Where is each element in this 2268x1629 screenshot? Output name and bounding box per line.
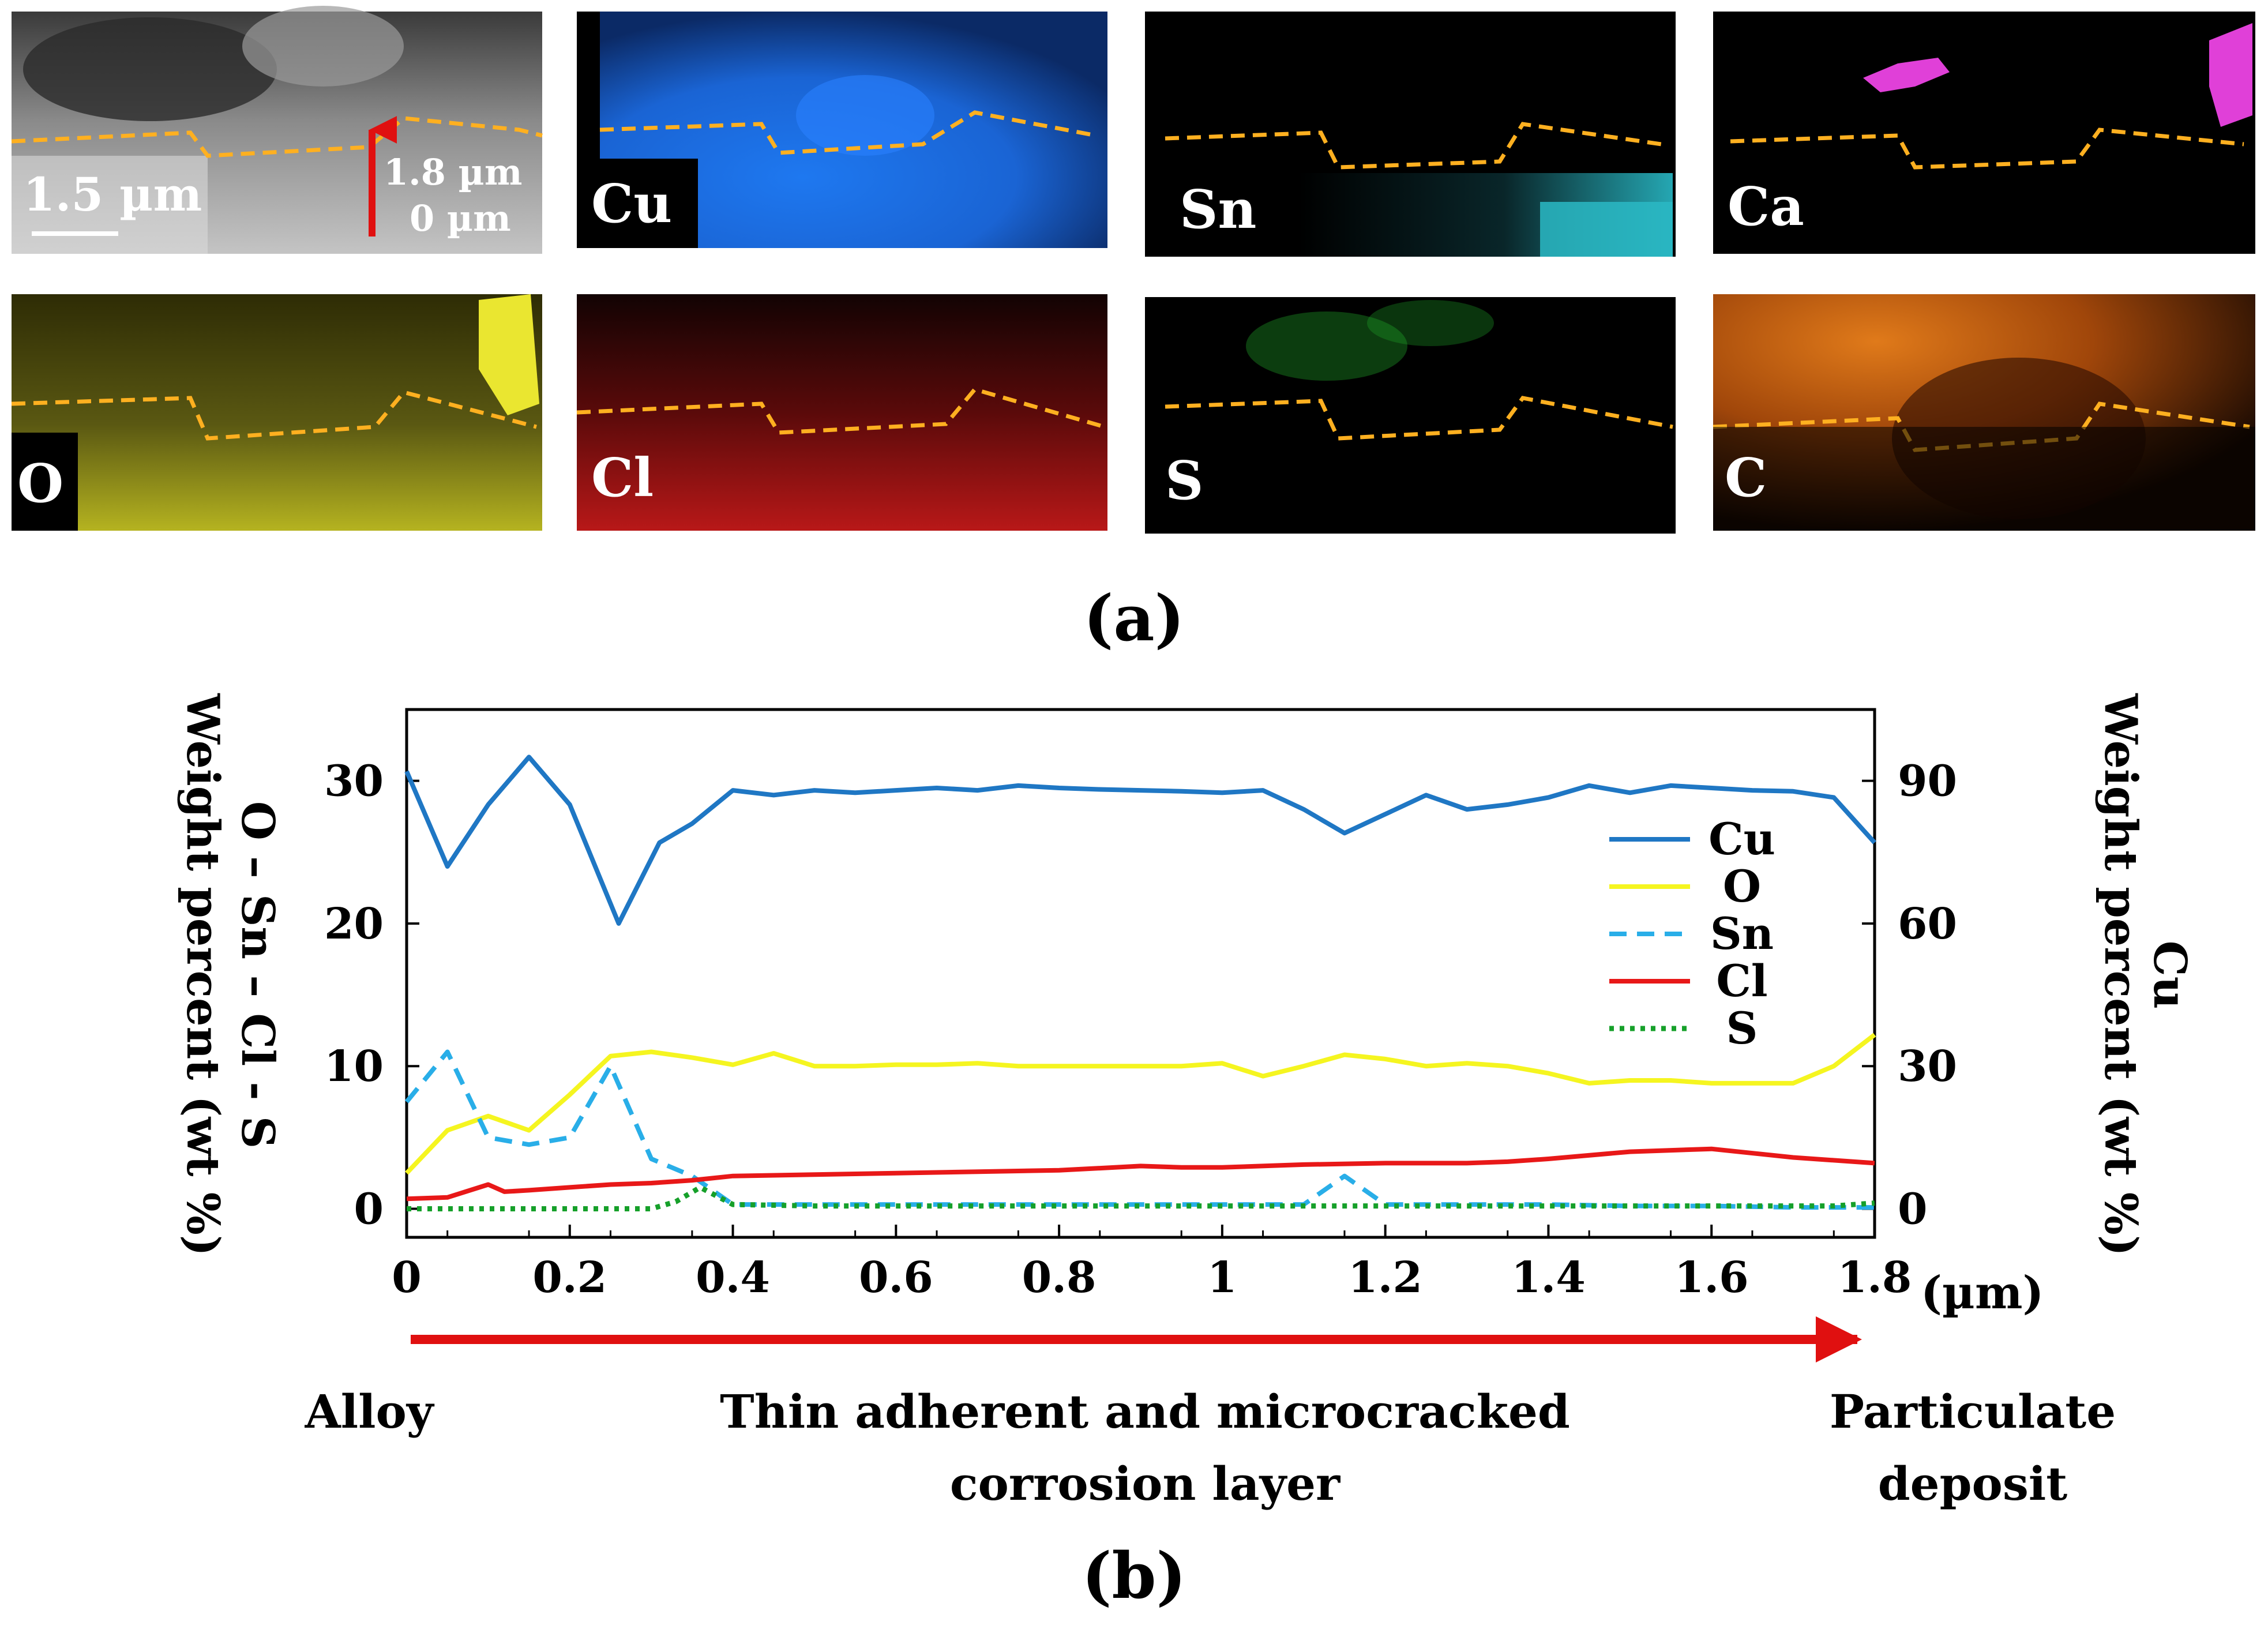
x-tick-label: 0.4 — [696, 1253, 770, 1303]
element-label-c: C — [1725, 446, 1767, 509]
element-label-cu: Cu — [591, 172, 672, 235]
interface-line — [1730, 127, 2244, 170]
element-label-ca: Ca — [1728, 175, 1804, 238]
series-line-o — [405, 1033, 1876, 1175]
interface-line — [1713, 401, 2250, 452]
y-axis-right-label-line1: Cu — [2143, 941, 2196, 1009]
interface-line — [1165, 122, 1662, 170]
element-label-o: O — [17, 452, 63, 515]
corrosion-layer-label-line1: Thin adherent and microcracked — [720, 1384, 1570, 1439]
legend-label-o: O — [1723, 861, 1761, 912]
cl-map-tile: Cl — [576, 294, 1107, 531]
y-axis-left-label-line2: Weight percent (wt %) — [177, 693, 229, 1256]
eds-maps-panel: 1.5 µm 1.8 µm 0 µm Cu Sn Ca — [11, 6, 2255, 655]
element-label-s: S — [1165, 449, 1203, 512]
x-axis-unit-label: (µm) — [1921, 1267, 2044, 1319]
x-axis: 0 0.2 0.4 0.6 0.8 1 1.2 1.4 1.6 1.8 — [392, 1225, 1912, 1303]
y-left-tick-label: 0 — [354, 1185, 384, 1234]
c-map-tile: C — [1713, 294, 2255, 531]
interface-line — [11, 116, 543, 158]
y-axis-left: 0 10 20 30 — [324, 757, 419, 1234]
alloy-label: Alloy — [305, 1384, 435, 1439]
y-axis-left-label-line1: O – Sn – Cl - S — [231, 801, 284, 1148]
interface-line — [576, 387, 1105, 435]
legend-label-cl: Cl — [1716, 955, 1767, 1007]
x-tick-label: 1.2 — [1348, 1253, 1422, 1303]
x-tick-label: 0.8 — [1022, 1253, 1097, 1303]
series-line-cu — [404, 755, 1876, 926]
x-tick-label: 0.2 — [532, 1253, 607, 1303]
y-right-tick-label: 30 — [1898, 1042, 1957, 1091]
element-label-sn: Sn — [1180, 178, 1256, 241]
corrosion-layer-label-line2: corrosion layer — [950, 1457, 1340, 1511]
x-tick-label: 0 — [392, 1253, 422, 1303]
cu-map-tile: Cu — [577, 12, 1107, 248]
series-line-cl — [406, 1146, 1875, 1202]
legend-label-sn: Sn — [1710, 908, 1774, 959]
x-tick-label: 0.6 — [859, 1253, 933, 1303]
legend-label-cu: Cu — [1708, 813, 1775, 865]
x-tick-label: 1.8 — [1838, 1253, 1912, 1303]
element-label-cl: Cl — [591, 446, 654, 509]
sn-map-tile: Sn — [1145, 12, 1676, 257]
deposit-label-line2: deposit — [1878, 1457, 2068, 1511]
deposit-label-line1: Particulate — [1830, 1384, 2116, 1439]
x-tick-label: 1.6 — [1674, 1253, 1749, 1303]
y-left-tick-label: 30 — [324, 757, 384, 806]
x-tick-label: 1 — [1207, 1253, 1237, 1303]
sem-image-tile: 1.5 µm 1.8 µm 0 µm — [11, 6, 543, 254]
y-right-tick-label: 90 — [1898, 757, 1957, 806]
interface-line — [599, 110, 1097, 155]
y-right-tick-label: 0 — [1898, 1185, 1928, 1234]
ca-map-tile: Ca — [1713, 12, 2255, 254]
series-layer — [404, 755, 1876, 1211]
scale-bar-label: 1.5 µm — [23, 167, 202, 222]
depth-top-label: 1.8 µm — [384, 151, 522, 193]
y-axis-right: 0 30 60 90 — [1862, 757, 1957, 1234]
y-right-tick-label: 60 — [1898, 899, 1957, 949]
plot-frame — [405, 708, 1876, 1239]
s-map-tile: S — [1145, 297, 1676, 534]
y-left-tick-label: 20 — [324, 899, 384, 949]
depth-bottom-label: 0 µm — [410, 197, 511, 239]
line-profile-chart: 0 0.2 0.4 0.6 0.8 1 1.2 1.4 1.6 1.8 0 10 20 30 0 30 60… — [177, 693, 2196, 1613]
y-left-tick-label: 10 — [324, 1042, 384, 1091]
o-map-tile: O — [11, 294, 542, 531]
y-axis-right-label-line2: Weight percent (wt %) — [2094, 693, 2147, 1256]
legend-label-s: S — [1726, 1003, 1758, 1054]
interface-line — [1165, 396, 1673, 441]
panel-a-label: (a) — [1083, 581, 1184, 655]
panel-b-label: (b) — [1082, 1538, 1186, 1613]
x-tick-label: 1.4 — [1511, 1253, 1586, 1303]
